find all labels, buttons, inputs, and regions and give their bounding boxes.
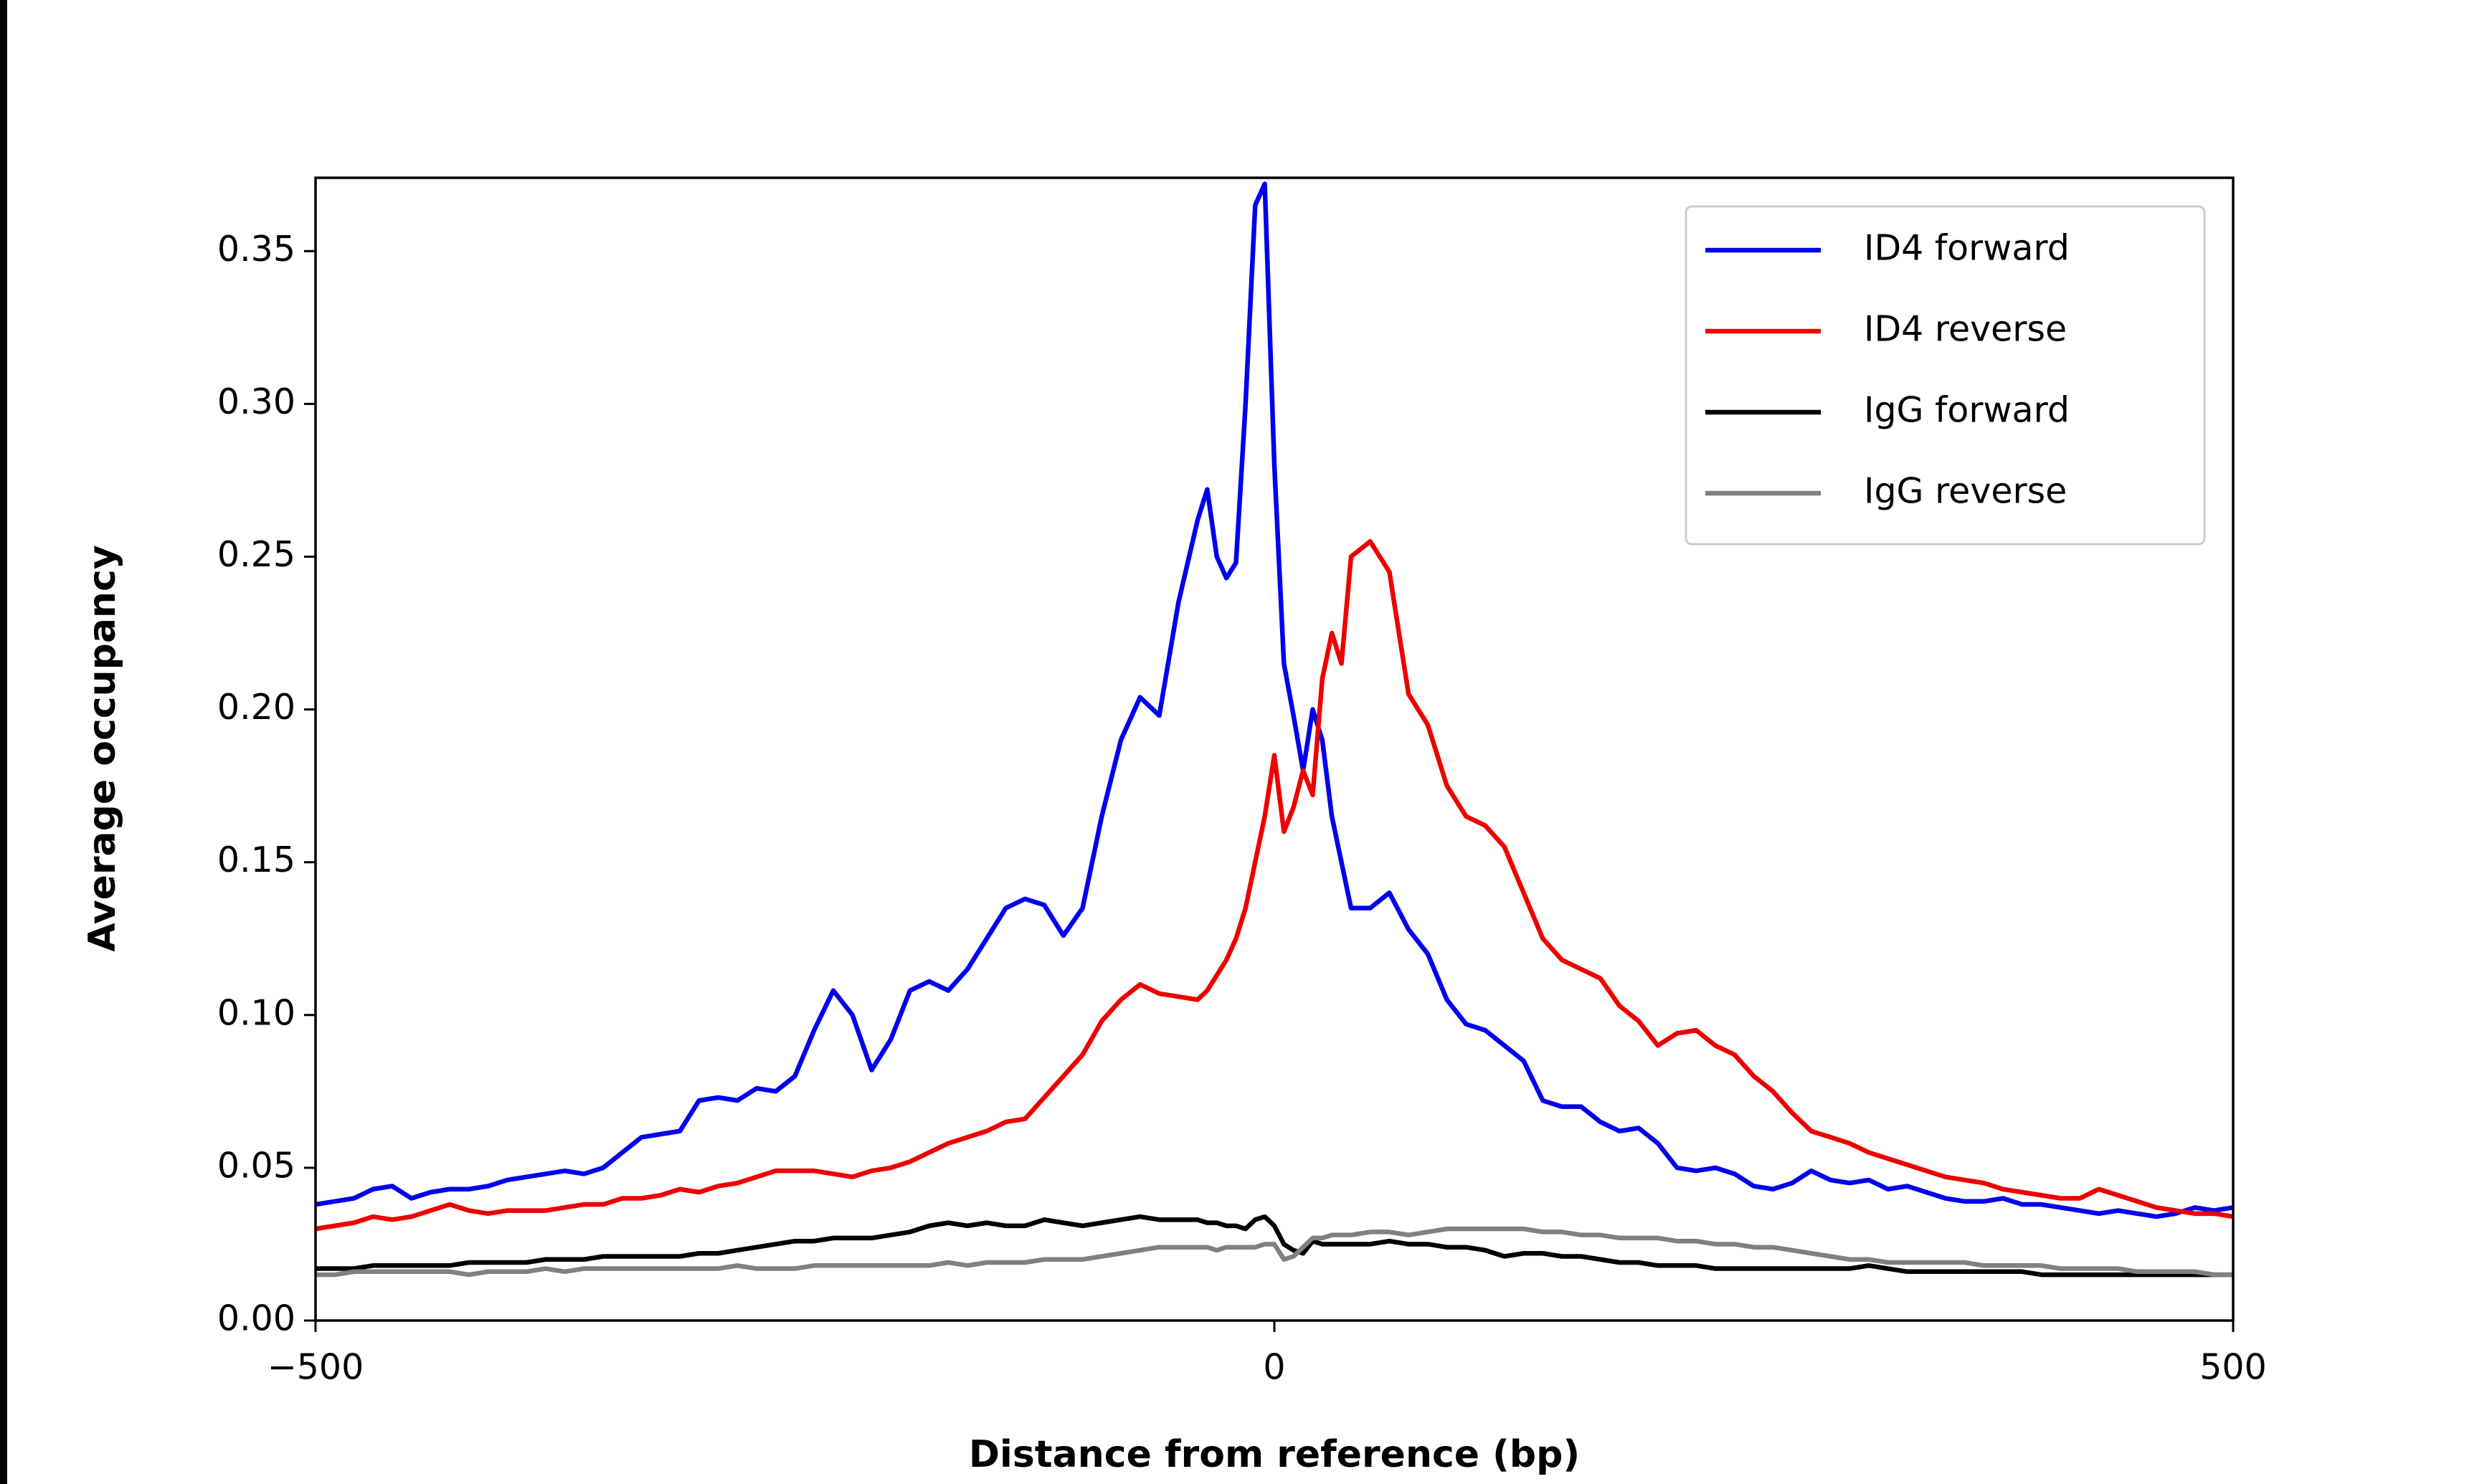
series-line [315,538,2234,1232]
frame-edge [0,0,7,1484]
legend-label: ID4 reverse [1864,309,2067,350]
plot-frame [314,176,2235,1322]
y-tick-label: 0.10 [217,992,295,1033]
y-tick-label: 0.15 [217,839,295,880]
y-axis-label: Average occupancy [81,545,124,951]
legend-label: ID4 forward [1864,228,2070,269]
series-line [316,1214,2233,1278]
legend-label: IgG reverse [1864,471,2067,512]
y-tick-label: 0.35 [217,229,295,270]
y-tick-label: 0.30 [217,381,295,422]
series-line [315,181,2234,1219]
y-tick-label: 0.05 [217,1145,295,1186]
x-tick-label: 500 [2199,1347,2267,1388]
y-tick-label: 0.25 [217,534,295,575]
legend-box [1685,205,2206,546]
x-tick-label: 0 [1263,1347,1285,1388]
x-axis-label: Distance from reference (bp) [969,1433,1580,1476]
legend-label: IgG forward [1864,390,2070,431]
series-line [316,1226,2233,1278]
x-tick-label: −500 [267,1347,364,1388]
y-tick-label: 0.00 [217,1298,295,1339]
y-tick-label: 0.20 [217,687,295,728]
